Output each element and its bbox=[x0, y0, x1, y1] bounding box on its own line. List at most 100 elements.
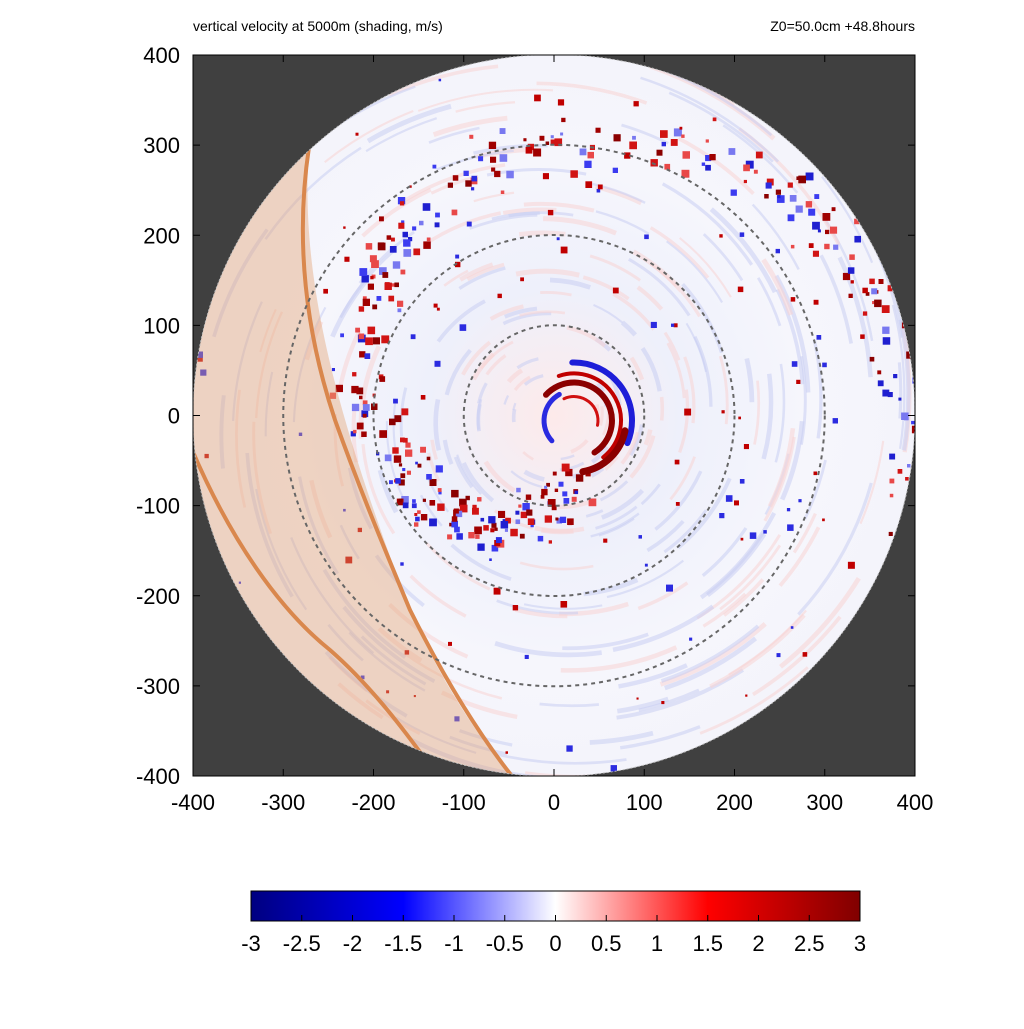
velocity-cell bbox=[359, 351, 366, 358]
velocity-cell bbox=[777, 195, 781, 199]
velocity-cell bbox=[805, 172, 814, 181]
velocity-cell bbox=[745, 694, 748, 697]
velocity-cell bbox=[406, 470, 411, 475]
texture-streak bbox=[589, 730, 654, 745]
velocity-cell bbox=[362, 296, 367, 301]
velocity-cell bbox=[624, 152, 631, 159]
texture-streak bbox=[859, 440, 885, 525]
texture-streak bbox=[718, 355, 729, 425]
velocity-cell bbox=[456, 533, 463, 540]
texture-streak bbox=[606, 559, 684, 599]
texture-streak bbox=[774, 363, 786, 463]
velocity-cell bbox=[554, 488, 559, 492]
velocity-cell bbox=[527, 518, 535, 525]
velocity-cell bbox=[585, 181, 593, 188]
texture-streak bbox=[324, 650, 408, 718]
velocity-cell bbox=[597, 184, 603, 190]
x-tick-label: 400 bbox=[897, 790, 934, 815]
velocity-cell bbox=[403, 239, 411, 247]
chart-subtitle: Z0=50.0cm +48.8hours bbox=[770, 18, 915, 34]
velocity-cell bbox=[367, 283, 374, 290]
texture-streak bbox=[522, 451, 534, 461]
velocity-cell bbox=[401, 408, 409, 416]
texture-streak bbox=[477, 382, 488, 404]
velocity-cell bbox=[675, 502, 680, 506]
texture-streak bbox=[582, 275, 630, 301]
velocity-cell bbox=[556, 518, 562, 524]
velocity-cell bbox=[420, 514, 428, 521]
velocity-cell bbox=[394, 282, 399, 288]
velocity-cell bbox=[429, 518, 437, 527]
velocity-cell bbox=[490, 528, 495, 533]
texture-streak bbox=[541, 527, 574, 535]
texture-streak bbox=[503, 394, 510, 405]
texture-streak bbox=[360, 635, 427, 686]
velocity-cell bbox=[650, 159, 658, 167]
eyewall-arc bbox=[556, 371, 623, 460]
velocity-cell bbox=[901, 412, 909, 420]
velocity-cell bbox=[822, 362, 827, 368]
texture-streak bbox=[433, 398, 442, 451]
velocity-cell bbox=[448, 641, 452, 646]
velocity-cell bbox=[510, 528, 518, 537]
velocity-cell bbox=[557, 99, 565, 106]
velocity-cell bbox=[323, 288, 328, 294]
velocity-cell bbox=[361, 410, 369, 418]
texture-streak bbox=[778, 526, 821, 587]
texture-streak bbox=[753, 380, 761, 445]
colorbar-tick-label: -1 bbox=[444, 931, 464, 956]
texture-streak bbox=[485, 354, 507, 376]
velocity-cell bbox=[417, 510, 421, 514]
velocity-cell bbox=[475, 534, 480, 539]
texture-streak bbox=[377, 626, 423, 663]
velocity-cell bbox=[743, 444, 749, 450]
velocity-cell bbox=[832, 418, 838, 424]
velocity-cell bbox=[798, 175, 806, 184]
range-ring bbox=[372, 234, 736, 597]
velocity-cell bbox=[865, 292, 870, 296]
x-tick-label: -200 bbox=[351, 790, 395, 815]
velocity-cell bbox=[371, 403, 378, 410]
texture-streak bbox=[549, 277, 591, 290]
texture-streak bbox=[428, 126, 480, 144]
velocity-cell bbox=[459, 504, 468, 513]
velocity-cell bbox=[455, 261, 461, 268]
texture-streak bbox=[264, 371, 274, 437]
eyewall-arc bbox=[579, 427, 629, 476]
velocity-cell bbox=[795, 205, 803, 213]
texture-streak bbox=[466, 262, 505, 281]
velocity-cell bbox=[426, 456, 431, 461]
texture-streak bbox=[366, 103, 452, 144]
texture-streak bbox=[361, 443, 396, 535]
velocity-cell bbox=[414, 522, 419, 527]
velocity-cell bbox=[905, 477, 909, 481]
texture-streak bbox=[761, 373, 774, 460]
x-tick-label: -100 bbox=[442, 790, 486, 815]
texture-streak bbox=[423, 211, 502, 246]
velocity-cell bbox=[331, 368, 335, 372]
coastline-inner bbox=[300, 146, 517, 776]
velocity-cell bbox=[559, 516, 567, 523]
velocity-cell bbox=[830, 226, 838, 234]
texture-streak bbox=[663, 331, 681, 361]
velocity-cell bbox=[906, 351, 914, 359]
velocity-cell bbox=[494, 170, 501, 178]
velocity-cell bbox=[545, 141, 550, 145]
texture-streak bbox=[403, 652, 503, 700]
velocity-cell bbox=[587, 151, 594, 159]
colorbar-tick-label: -0.5 bbox=[486, 931, 524, 956]
velocity-cell bbox=[790, 626, 794, 629]
velocity-cell bbox=[764, 194, 769, 199]
velocity-cell bbox=[391, 283, 395, 287]
velocity-cell bbox=[471, 175, 478, 182]
velocity-cell bbox=[666, 584, 673, 592]
texture-streak bbox=[512, 402, 517, 411]
velocity-cell bbox=[874, 299, 882, 308]
texture-streak bbox=[629, 356, 645, 381]
velocity-cell bbox=[887, 392, 893, 398]
texture-streak bbox=[643, 429, 653, 446]
texture-streak bbox=[891, 304, 906, 449]
texture-streak bbox=[679, 237, 732, 298]
texture-streak bbox=[494, 641, 603, 658]
velocity-cell bbox=[468, 532, 475, 539]
